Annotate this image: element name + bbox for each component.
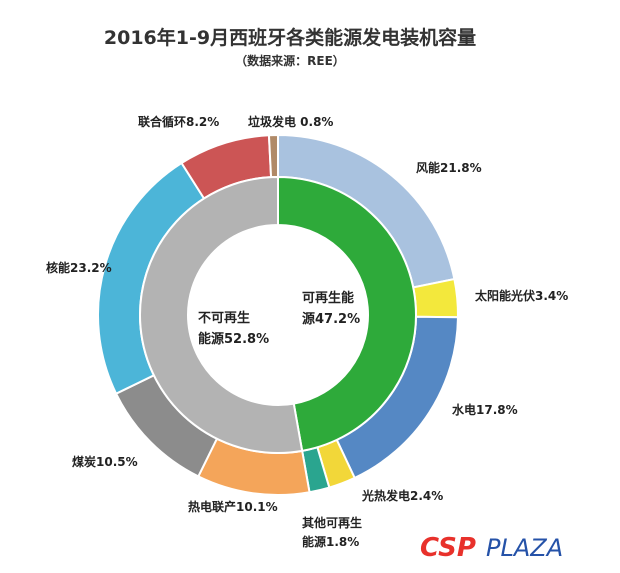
watermark-plaza: PLAZA: [486, 534, 563, 562]
inner-label-0-line1: 可再生能: [302, 290, 354, 306]
inner-ring: [139, 175, 417, 454]
inner-slice-1: [139, 175, 304, 454]
outer-labels: 风能21.8% 太阳能光伏3.4% 水电17.8% 光热发电2.4% 其他可再生能源1.…: [46, 114, 568, 549]
inner-slice-0: [277, 175, 417, 453]
outer-label-7: 核能23.2%: [46, 260, 112, 275]
outer-ring: [97, 133, 459, 496]
outer-label-5: 热电联产10.1%: [188, 499, 278, 514]
outer-label-4-line2: 能源1.8%: [302, 534, 359, 549]
outer-label-3: 光热发电2.4%: [361, 488, 443, 503]
outer-slice-9: [267, 133, 279, 179]
outer-label-0: 风能21.8%: [416, 160, 482, 175]
watermark-csp: CSP: [420, 533, 476, 563]
outer-label-9: 垃圾发电 0.8%: [248, 114, 333, 129]
csp-plaza-logo: CSP PLAZA: [420, 533, 563, 563]
chart-title: 2016年1-9月西班牙各类能源发电装机容量: [104, 26, 476, 49]
inner-label-1-line1: 不可再生: [198, 310, 250, 326]
inner-label-1-line2: 能源52.8%: [198, 331, 269, 347]
outer-label-2: 水电17.8%: [452, 402, 518, 417]
chart-subtitle: （数据来源：REE）: [235, 53, 345, 68]
inner-label-0-line2: 源47.2%: [302, 311, 360, 327]
outer-label-6: 煤炭10.5%: [72, 454, 138, 469]
outer-label-8: 联合循环8.2%: [138, 114, 219, 129]
outer-label-1: 太阳能光伏3.4%: [475, 288, 568, 303]
outer-label-4: 其他可再生: [302, 515, 362, 530]
